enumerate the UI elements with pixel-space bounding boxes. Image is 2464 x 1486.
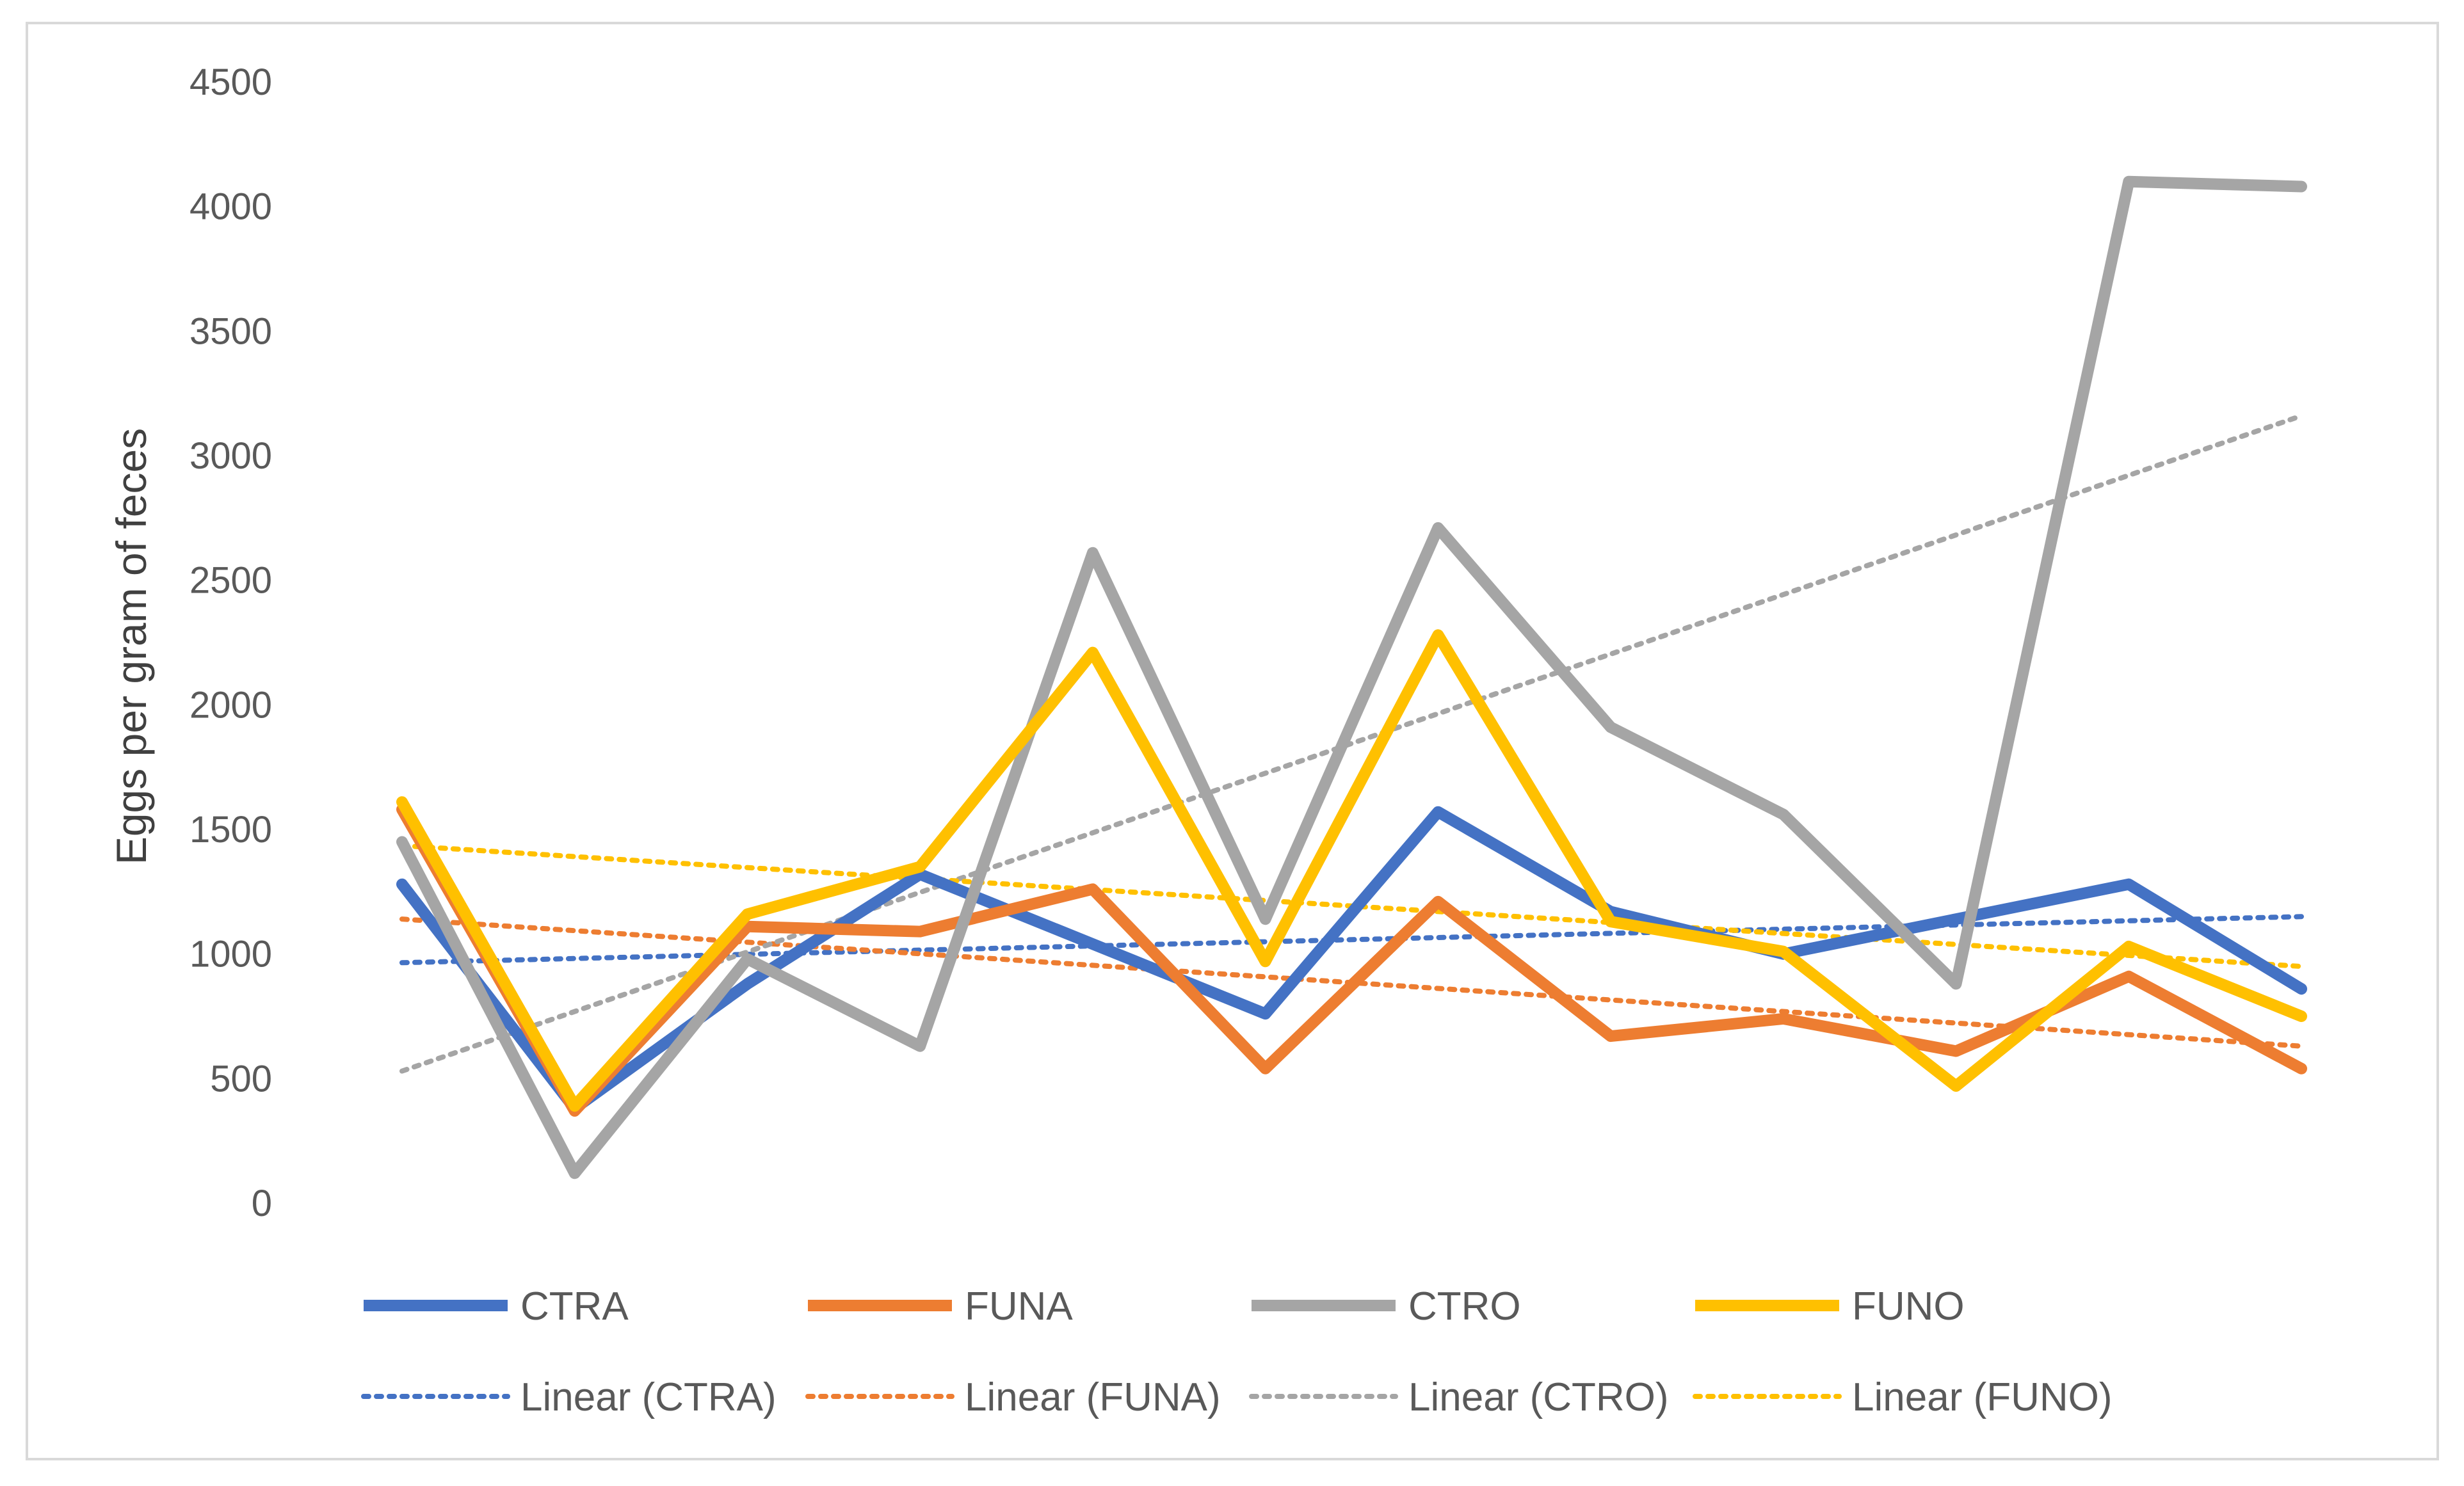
chart-frame	[26, 22, 2439, 1460]
y-tick-label: 500	[210, 1058, 272, 1099]
y-tick-label: 1500	[189, 809, 272, 851]
legend: CTRA FUNA CTRO FUNO Linear (CTRA) Linear (FUN…	[361, 1284, 2113, 1419]
legend-label-linear-funa: Linear (FUNA)	[965, 1375, 1221, 1419]
y-tick-label: 4500	[189, 61, 272, 103]
legend-label-funo: FUNO	[1852, 1284, 1965, 1329]
y-tick-label: 2500	[189, 560, 272, 602]
y-axis-ticks: 0 500 1000 1500 2000 2500 3000 3500 4000 4500	[189, 61, 272, 1224]
series-line-funo	[396, 629, 2307, 1112]
series-lines	[396, 175, 2307, 1179]
legend-label-linear-ctra: Linear (CTRA)	[520, 1375, 777, 1419]
y-tick-label: 4000	[189, 186, 272, 228]
legend-label-linear-ctro: Linear (CTRO)	[1408, 1375, 1669, 1419]
y-tick-label: 1000	[189, 934, 272, 975]
trendline-linear-ctra	[399, 914, 2304, 966]
legend-label-linear-funo: Linear (FUNO)	[1852, 1375, 2113, 1419]
series-line-funa	[396, 803, 2307, 1117]
legend-label-ctro: CTRO	[1408, 1284, 1521, 1329]
series-line-ctra	[396, 806, 2307, 1115]
y-axis-title: Eggs per gram of feces	[108, 428, 155, 865]
legend-label-ctra: CTRA	[520, 1284, 629, 1329]
y-tick-label: 0	[252, 1183, 272, 1224]
series-line-ctro	[396, 175, 2307, 1179]
legend-label-funa: FUNA	[965, 1284, 1073, 1329]
y-tick-label: 3000	[189, 435, 272, 477]
y-tick-label: 3500	[189, 310, 272, 352]
y-tick-label: 2000	[189, 684, 272, 726]
